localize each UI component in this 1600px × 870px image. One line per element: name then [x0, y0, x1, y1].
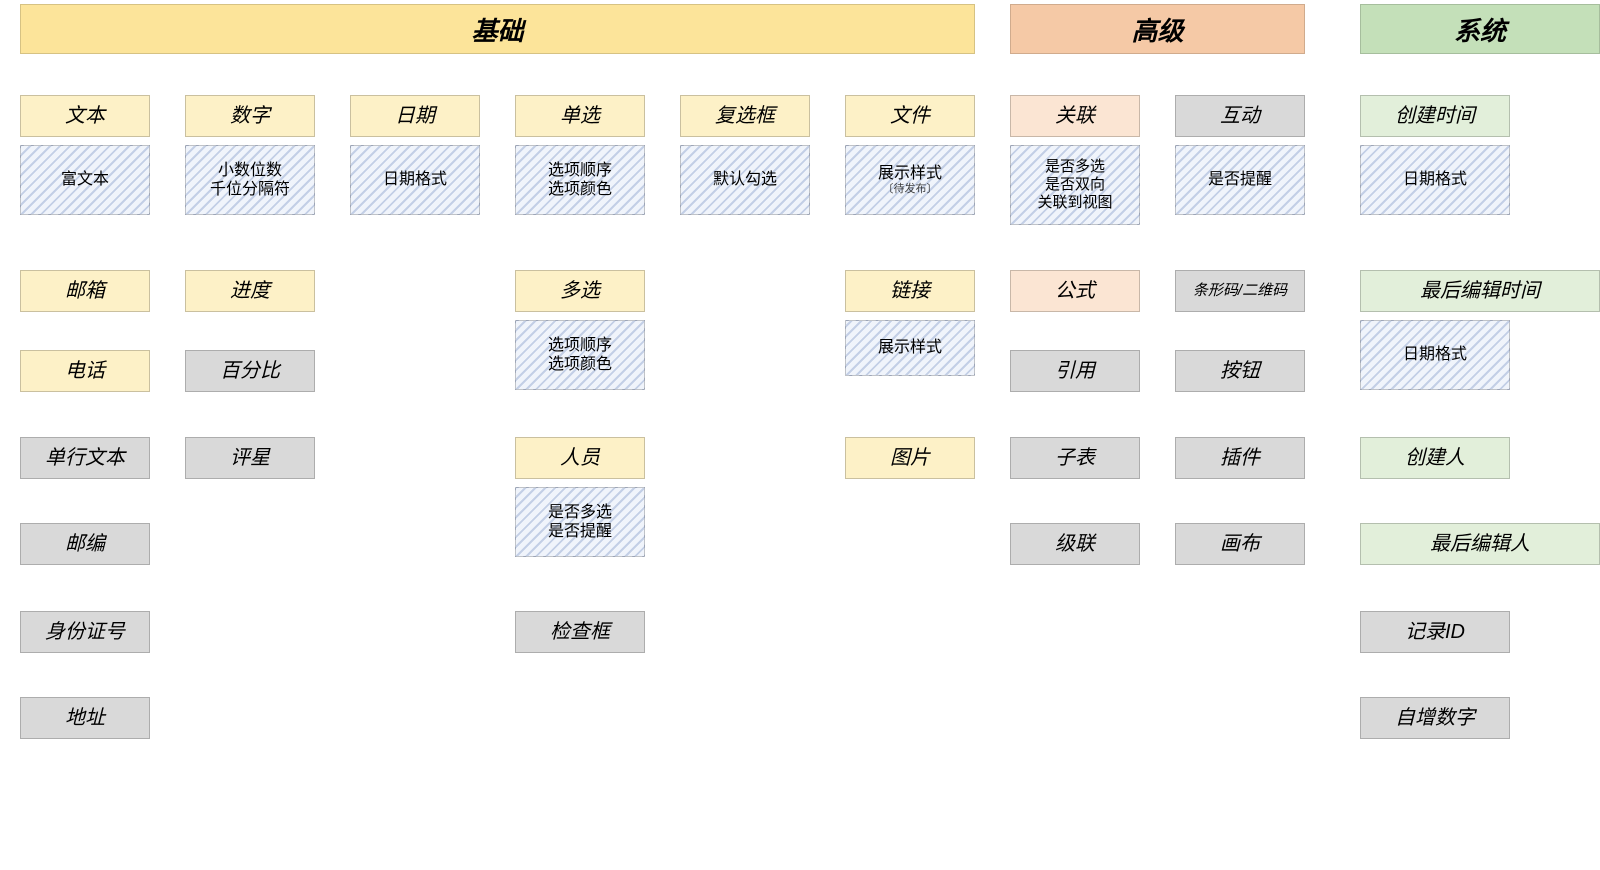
field-formula: 公式 [1010, 270, 1140, 312]
field-lookup: 引用 [1010, 350, 1140, 392]
field-person-detail: 是否多选是否提醒 [515, 487, 645, 557]
field-plugin: 插件 [1175, 437, 1305, 479]
field-checkbox: 复选框 [680, 95, 810, 137]
field-record-id: 记录ID [1360, 611, 1510, 653]
field-last-edited-by: 最后编辑人 [1360, 523, 1600, 565]
field-single-select: 单选 [515, 95, 645, 137]
field-person: 人员 [515, 437, 645, 479]
field-single-line-text: 单行文本 [20, 437, 150, 479]
field-progress: 进度 [185, 270, 315, 312]
field-date-detail: 日期格式 [350, 145, 480, 215]
field-file: 文件 [845, 95, 975, 137]
field-created-by: 创建人 [1360, 437, 1510, 479]
field-id-number: 身份证号 [20, 611, 150, 653]
field-cascade: 级联 [1010, 523, 1140, 565]
field-interaction-detail: 是否提醒 [1175, 145, 1305, 215]
field-phone: 电话 [20, 350, 150, 392]
field-image: 图片 [845, 437, 975, 479]
field-auto-number: 自增数字 [1360, 697, 1510, 739]
field-created-time-detail: 日期格式 [1360, 145, 1510, 215]
section-header-system: 系统 [1360, 4, 1600, 54]
field-single-select-detail: 选项顺序选项颜色 [515, 145, 645, 215]
field-interaction: 互动 [1175, 95, 1305, 137]
field-percent: 百分比 [185, 350, 315, 392]
field-link: 链接 [845, 270, 975, 312]
field-multi-select: 多选 [515, 270, 645, 312]
field-number-detail: 小数位数千位分隔符 [185, 145, 315, 215]
field-date: 日期 [350, 95, 480, 137]
field-address: 地址 [20, 697, 150, 739]
field-file-detail: 展示样式 〔待发布〕 [845, 145, 975, 215]
field-subtable: 子表 [1010, 437, 1140, 479]
field-rating: 评星 [185, 437, 315, 479]
field-canvas: 画布 [1175, 523, 1305, 565]
field-link-detail: 展示样式 [845, 320, 975, 376]
field-postal-code: 邮编 [20, 523, 150, 565]
section-header-advanced: 高级 [1010, 4, 1305, 54]
field-last-edited-time-detail: 日期格式 [1360, 320, 1510, 390]
field-button: 按钮 [1175, 350, 1305, 392]
field-relation-detail: 是否多选是否双向关联到视图 [1010, 145, 1140, 225]
field-checkbox-detail: 默认勾选 [680, 145, 810, 215]
field-created-time: 创建时间 [1360, 95, 1510, 137]
field-email: 邮箱 [20, 270, 150, 312]
field-text: 文本 [20, 95, 150, 137]
field-number: 数字 [185, 95, 315, 137]
field-barcode: 条形码/二维码 [1175, 270, 1305, 312]
field-text-detail: 富文本 [20, 145, 150, 215]
field-checkbox-alt: 检查框 [515, 611, 645, 653]
section-header-basic: 基础 [20, 4, 975, 54]
field-last-edited-time: 最后编辑时间 [1360, 270, 1600, 312]
field-multi-select-detail: 选项顺序选项颜色 [515, 320, 645, 390]
field-relation: 关联 [1010, 95, 1140, 137]
